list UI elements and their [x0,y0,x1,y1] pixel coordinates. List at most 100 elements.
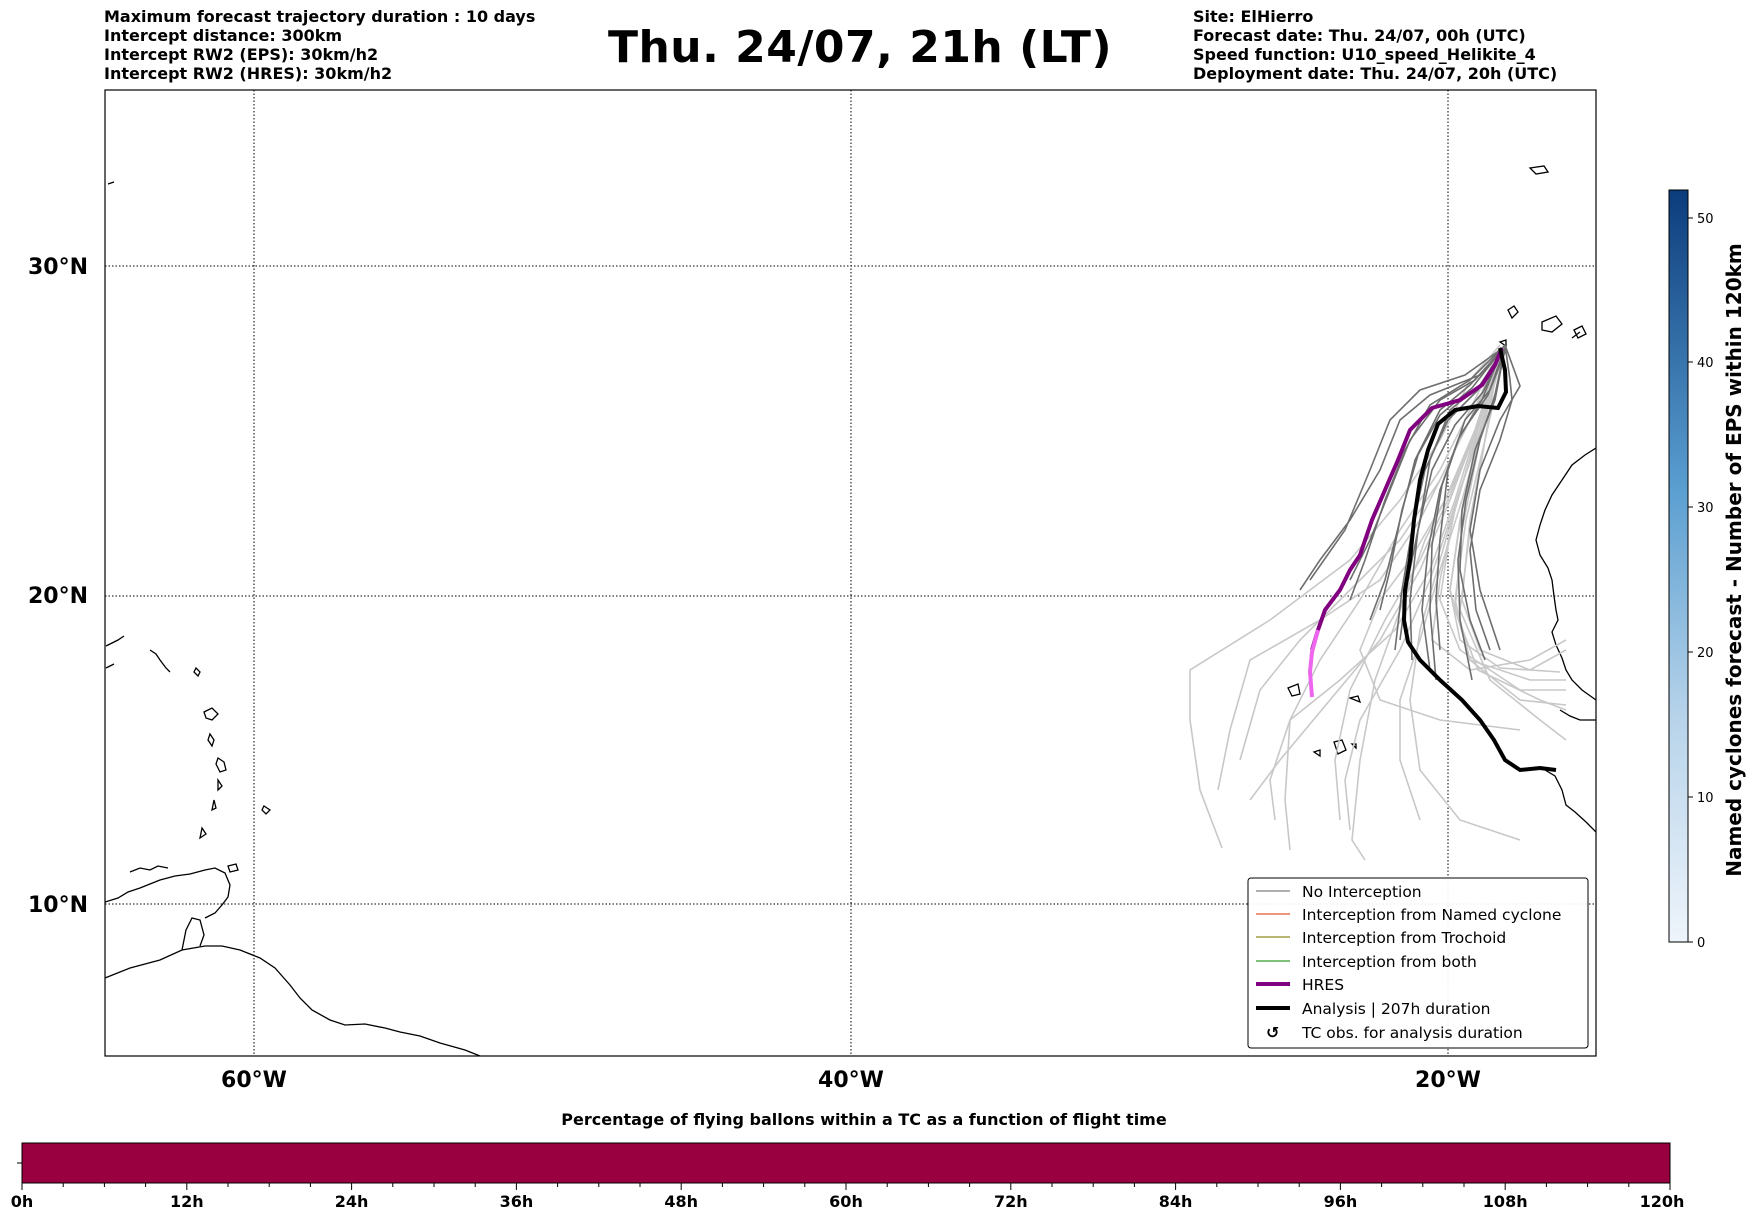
eps-trajectory [1469,344,1521,651]
legend-label: Interception from both [1302,953,1477,971]
colorbar: 0 10 20 30 40 50 [1668,189,1714,951]
eps-trajectory [1309,349,1501,581]
colorbar-gradient [1668,189,1689,943]
coast-martinique [215,756,227,773]
coast-madeira [1528,165,1550,175]
colorbar-tick: 20 [1697,646,1714,661]
time-tick: 0h [11,1192,34,1211]
eps-trajectory [1349,349,1501,601]
legend-box [1247,877,1589,1049]
time-tick: 84h [1159,1192,1193,1211]
coast-senegal [1559,709,1596,721]
lon-label: 60°W [221,1068,287,1093]
legend-label: Analysis | 207h duration [1302,1000,1491,1018]
header-info-left: Maximum forecast trajectory duration : 1… [104,7,535,83]
coast-tenerife [1541,315,1563,333]
header-right-line: Forecast date: Thu. 24/07, 00h (UTC) [1193,26,1526,45]
time-tick: 60h [829,1192,863,1211]
coast-leeward [149,649,171,673]
hres-trajectory [1310,347,1504,651]
coast-st-vincent [211,799,217,812]
lat-label: 10°N [28,893,88,918]
header-right-line: Site: ElHierro [1193,7,1314,26]
coast-gran-canaria [1573,325,1587,339]
coastlines [105,165,1596,1056]
legend-label: TC obs. for analysis duration [1301,1024,1523,1042]
time-tick: 108h [1483,1192,1528,1211]
time-tick: 12h [170,1192,204,1211]
colorbar-tick: 0 [1697,936,1705,951]
coast-south-america [105,945,481,1056]
coast-guinea [1544,769,1596,833]
colorbar-tick: 40 [1697,356,1714,371]
coast-tobago [227,863,239,873]
eps-trajectory [1409,349,1504,661]
percent-bar-fill [21,1142,1671,1184]
coast-la-palma [1507,305,1519,320]
analysis-trajectory [1401,347,1557,773]
time-tick: 24h [335,1192,369,1211]
header-right-line: Deployment date: Thu. 24/07, 20h (UTC) [1193,64,1558,83]
header-info-right: Site: ElHierro Forecast date: Thu. 24/07… [1193,7,1557,83]
legend-label: HRES [1302,976,1344,994]
lon-label: 20°W [1415,1068,1481,1093]
legend-label: Interception from Trochoid [1302,929,1506,947]
coast-cape-verde-1 [1287,683,1301,697]
time-tick: 72h [994,1192,1028,1211]
lon-label: 40°W [818,1068,884,1093]
coast-barbados [261,805,272,815]
lat-label: 30°N [28,255,88,280]
header-left-line: Intercept RW2 (HRES): 30km/h2 [104,64,393,83]
percent-bar-title: Percentage of flying ballons within a TC… [561,1110,1167,1129]
legend-label: Interception from Named cyclone [1302,906,1561,924]
time-tick: 96h [1324,1192,1358,1211]
coast-venezuela [105,867,231,919]
eps-trajectory [1379,351,1501,611]
legend-label: No Interception [1302,883,1422,901]
header-left-line: Intercept RW2 (EPS): 30km/h2 [104,45,379,64]
coast-gran-canaria-b [1571,331,1581,339]
coast-cape-verde-5 [1312,749,1321,758]
percent-bar: 0h 12h 24h 36h 48h 60h 72h 84h 96h 108h … [11,1142,1685,1211]
header-right-line: Speed function: U10_speed_Helikite_4 [1193,45,1536,64]
map-panel[interactable]: No Interception Interception from Named … [104,89,1597,1057]
coast-africa-northwest [1535,447,1596,701]
coast-dominica [207,732,215,748]
header-left-line: Maximum forecast trajectory duration : 1… [104,7,536,26]
header-left-line: Intercept distance: 300km [104,26,343,45]
coast-guadeloupe [203,707,219,721]
coast-bermuda [107,181,115,185]
eps-trajectory [1421,349,1503,671]
eps-trajectory [1269,347,1501,821]
eps-trajectory [1369,351,1501,621]
eps-trajectory [1284,351,1499,851]
eps-trajectory [1457,347,1506,681]
tc-obs-icon: ↺ [1266,1023,1279,1042]
map-title: Thu. 24/07, 21h (LT) [607,22,1113,73]
coast-puerto-rico [105,635,125,647]
coast-el-hierro [1498,339,1507,348]
eps-trajectory [1359,351,1521,731]
axis-labels: 30°N 20°N 10°N 60°W 40°W 20°W [28,255,1481,1093]
eps-trajectory [1239,349,1501,761]
map-legend: No Interception Interception from Named … [1247,877,1589,1049]
eps-trajectory [1344,349,1503,831]
colorbar-tick: 10 [1697,791,1714,806]
time-tick: 120h [1640,1192,1685,1211]
eps-trajectory [1459,347,1506,661]
time-tick: 36h [500,1192,534,1211]
coast-grenada [199,826,207,840]
coast-st-lucia [217,777,223,792]
hres-trajectory-tail [1307,629,1320,698]
eps-trajectory [1469,344,1513,651]
lat-label: 20°N [28,584,88,609]
coast-virgin-islands [105,663,115,669]
coast-island [193,666,201,678]
colorbar-tick: 50 [1697,212,1714,227]
coast-gulf-paria [181,917,205,951]
colorbar-title: Named cyclones forecast - Number of EPS … [1722,243,1746,877]
coast-abc-islands [129,865,169,873]
coast-cape-verde-2 [1347,695,1362,704]
eps-trajectory [1429,349,1505,681]
